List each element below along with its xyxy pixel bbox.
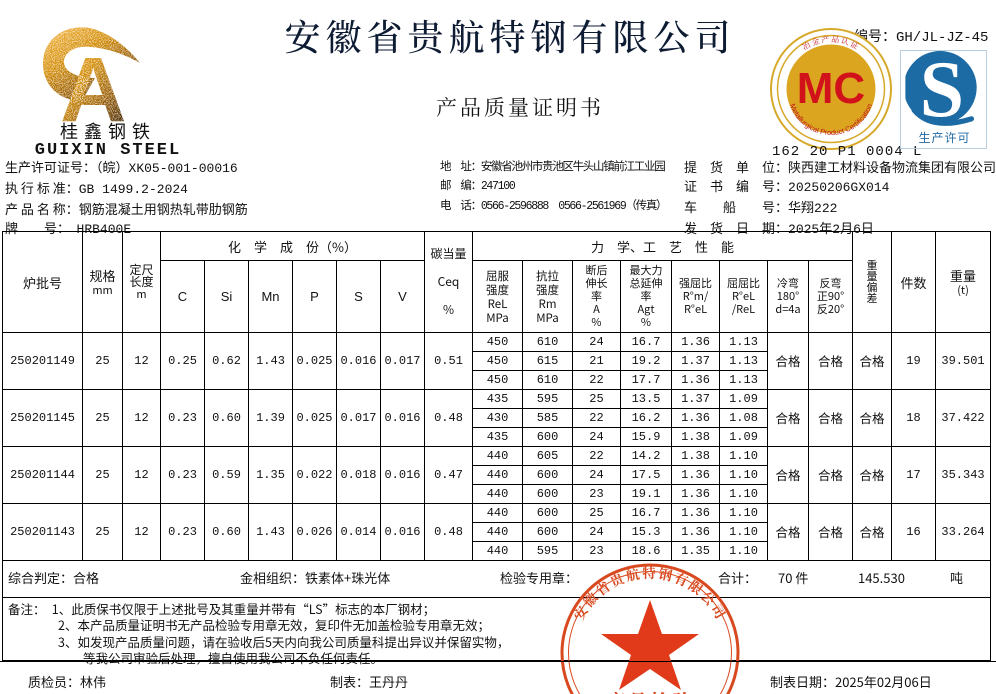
svg-text:MC: MC xyxy=(797,64,865,113)
svg-text:产品检验: 产品检验 xyxy=(606,686,694,694)
